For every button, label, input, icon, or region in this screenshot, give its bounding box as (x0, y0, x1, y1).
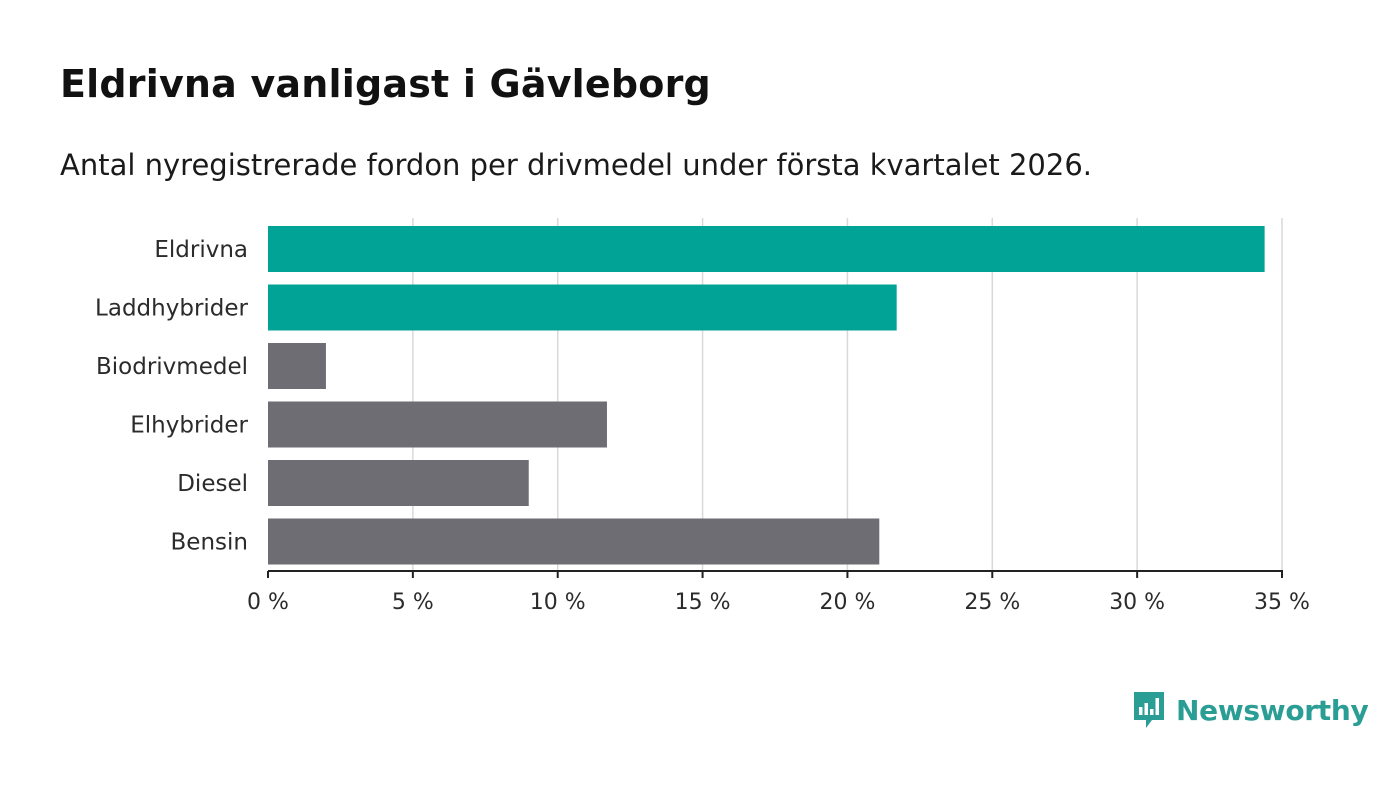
bar-biodrivmedel (268, 343, 326, 389)
bar-elhybrider (268, 401, 607, 448)
category-label: Biodrivmedel (96, 354, 248, 380)
chart-subtitle: Antal nyregistrerade fordon per drivmede… (60, 148, 1093, 182)
x-tick-label: 25 % (964, 590, 1020, 615)
brand-name: Newsworthy (1176, 693, 1369, 727)
category-label: Laddhybrider (95, 296, 248, 322)
category-label: Eldrivna (154, 237, 248, 263)
x-tick-label: 20 % (819, 590, 875, 615)
category-labels: Eldrivna Laddhybrider Biodrivmedel Elhybrid… (95, 237, 248, 556)
x-tick-label: 35 % (1254, 590, 1310, 615)
bar-chart-speech-bubble-icon (1134, 692, 1164, 728)
x-tick-label: 15 % (675, 590, 731, 615)
grid-lines (412, 218, 1283, 571)
chart-title: Eldrivna vanligast i Gävleborg (60, 62, 711, 106)
bar-laddhybrider (268, 284, 897, 331)
x-tick-label: 30 % (1109, 590, 1165, 615)
x-tick-label: 0 % (247, 590, 289, 615)
bar-eldrivna (268, 226, 1265, 272)
category-label: Elhybrider (130, 413, 248, 439)
x-tick-label: 5 % (392, 590, 434, 615)
category-label: Diesel (177, 471, 248, 497)
brand-logo: Newsworthy (1132, 690, 1369, 730)
bar-diesel (268, 460, 529, 506)
bars (268, 226, 1265, 565)
category-label: Bensin (171, 530, 248, 556)
x-tick-label: 10 % (530, 590, 586, 615)
bar-bensin (268, 518, 880, 565)
x-axis: 0 % 5 % 10 % 15 % 20 % 25 % 30 % 35 % (247, 570, 1310, 615)
